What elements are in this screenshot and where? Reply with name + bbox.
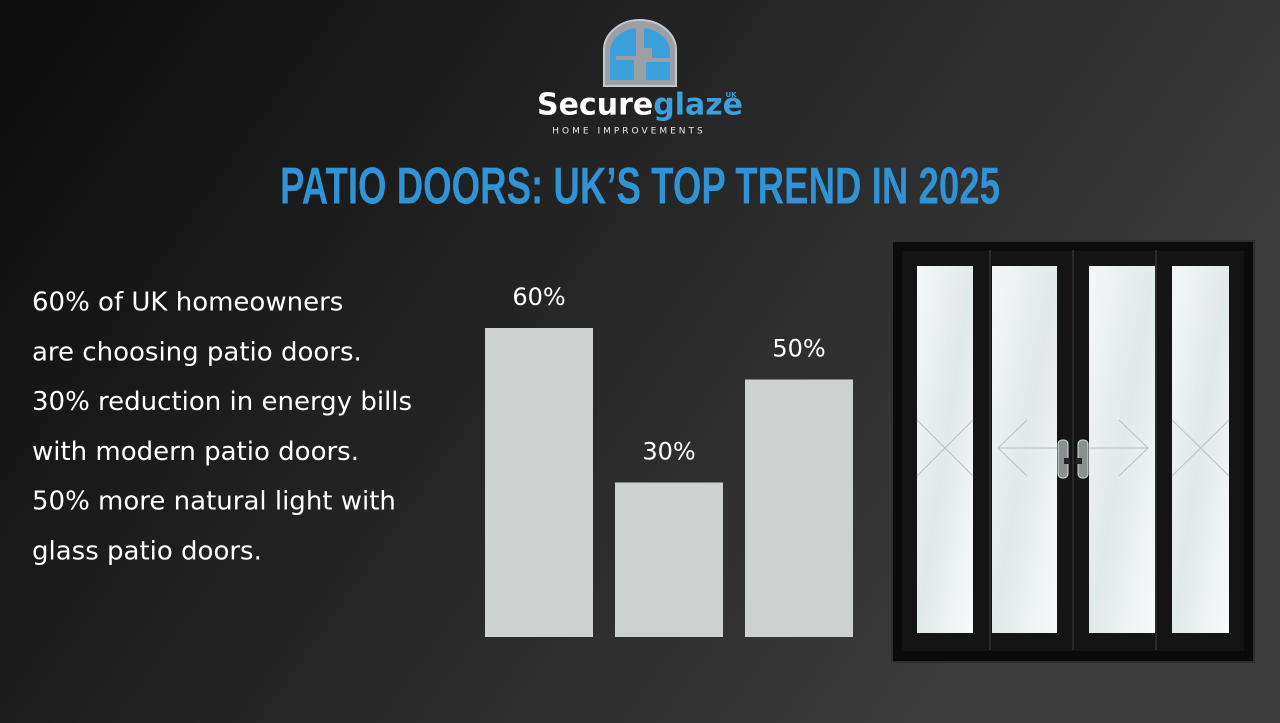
body-text-line: 60% of UK homeowners bbox=[32, 288, 343, 318]
data-label: 50% bbox=[772, 335, 825, 363]
bar bbox=[485, 328, 593, 637]
body-text-line: glass patio doors. bbox=[32, 537, 262, 567]
data-label: 30% bbox=[642, 438, 695, 466]
body-text-line: 50% more natural light with bbox=[32, 487, 396, 517]
logo-brand: Secure bbox=[537, 88, 653, 123]
body-text-line: with modern patio doors. bbox=[32, 437, 359, 467]
logo-brand-accent: glaze bbox=[653, 88, 743, 123]
bar bbox=[615, 482, 723, 637]
logo-icon bbox=[603, 19, 677, 87]
body-text-line: are choosing patio doors. bbox=[32, 337, 362, 367]
text-block: 60% of UK homeowners are choosing patio d… bbox=[32, 288, 412, 567]
data-label: 60% bbox=[512, 283, 565, 311]
patio-door-image bbox=[891, 240, 1255, 663]
bar-chart: 60% 30% 50% bbox=[485, 283, 853, 637]
logo-badge: UK bbox=[725, 91, 737, 99]
bar bbox=[745, 379, 853, 637]
logo-tagline: HOME IMPROVEMENTS bbox=[552, 127, 705, 137]
body-text-line: 30% reduction in energy bills bbox=[32, 387, 412, 417]
headline: PATIO DOORS: UK’S TOP TREND IN 2025 bbox=[280, 158, 1000, 216]
